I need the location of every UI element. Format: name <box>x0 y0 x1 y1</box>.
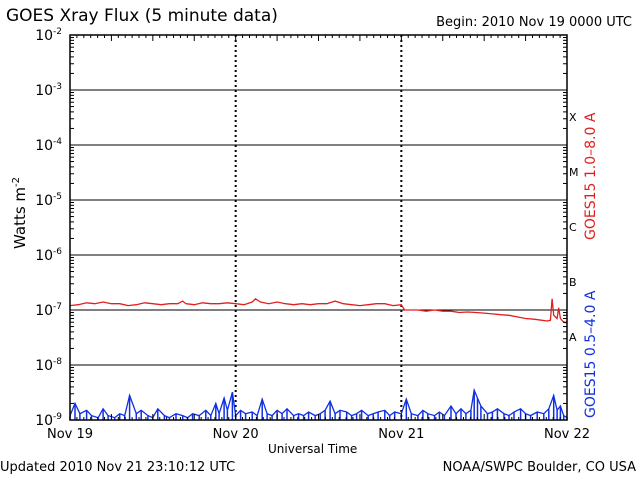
x-axis-label: Universal Time <box>268 442 358 456</box>
y-tick-label-2: 10-4 <box>35 137 62 154</box>
y-tick-label-4: 10-6 <box>35 247 62 264</box>
x-tick-label-3: Nov 22 <box>544 427 590 442</box>
flare-class-label-2: C <box>569 221 577 234</box>
credit-label: NOAA/SWPC Boulder, CO USA <box>442 460 636 475</box>
flare-class-label-4: A <box>569 331 577 344</box>
flare-class-label-0: X <box>569 111 577 124</box>
y-tick-label-3: 10-5 <box>35 192 62 209</box>
y-tick-label-7: 10-9 <box>35 412 62 429</box>
series-layer <box>69 297 568 420</box>
begin-time-label: Begin: 2010 Nov 19 0000 UTC <box>436 15 632 30</box>
x-tick-label-1: Nov 20 <box>213 427 259 442</box>
series-label-short: GOES15 0.5–4.0 A <box>583 290 599 418</box>
updated-timestamp: Updated 2010 Nov 21 23:10:12 UTC <box>0 460 236 475</box>
y-tick-label-0: 10-2 <box>35 27 62 44</box>
flare-class-label-1: M <box>569 166 579 179</box>
flare-class-label-3: B <box>569 276 577 289</box>
grid-layer <box>70 34 567 421</box>
chart-title: GOES Xray Flux (5 minute data) <box>6 6 278 26</box>
x-tick-label-2: Nov 21 <box>378 427 424 442</box>
plot-frame <box>69 34 568 421</box>
y-tick-label-6: 10-8 <box>35 357 62 374</box>
series-label-long: GOES15 1.0–8.0 A <box>583 112 599 240</box>
series-line-0 <box>69 297 568 324</box>
axis-layer <box>69 34 568 421</box>
series-line-1 <box>69 387 568 419</box>
y-tick-label-1: 10-3 <box>35 82 62 99</box>
y-tick-label-5: 10-7 <box>35 302 62 319</box>
x-tick-label-0: Nov 19 <box>47 427 93 442</box>
